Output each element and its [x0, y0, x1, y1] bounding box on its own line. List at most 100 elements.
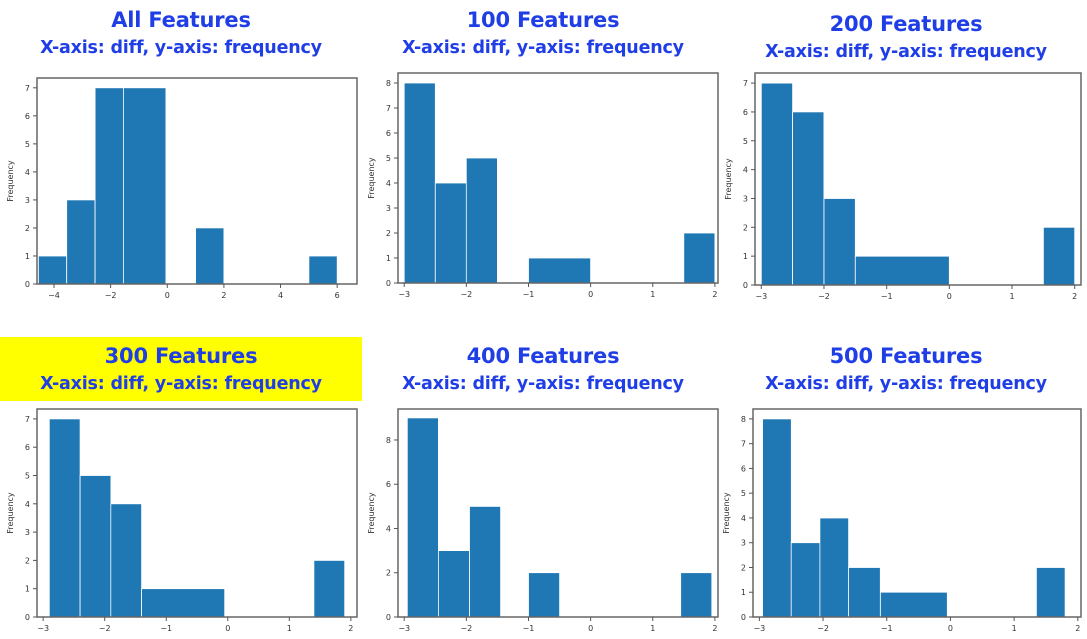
y-tick-label: 3	[386, 204, 391, 213]
chart-subtitle: X-axis: diff, y-axis: frequency	[765, 374, 1047, 394]
y-tick-label: 4	[743, 166, 748, 175]
y-tick-label: 2	[386, 569, 391, 578]
chart-title: All Features	[111, 8, 251, 32]
x-tick-label: 4	[278, 291, 283, 300]
histogram-bar	[848, 567, 881, 618]
y-tick-label: 1	[741, 588, 746, 597]
y-tick-label: 1	[386, 254, 391, 263]
x-tick-label: −3	[398, 624, 410, 633]
y-tick-label: 8	[386, 79, 391, 88]
x-tick-label: −2	[105, 291, 117, 300]
panel-300-features: 300 Features X-axis: diff, y-axis: frequ…	[0, 320, 362, 639]
x-tick-label: −1	[881, 292, 893, 301]
histogram-bar	[438, 550, 470, 618]
x-tick-label: −2	[460, 290, 472, 299]
y-tick-label: 3	[25, 196, 30, 205]
histogram-200-features: 0 1 2 3 4 5 6 7 −3 −2 −1 0 1 2 Frequency	[724, 72, 1082, 301]
x-tick-label: 0	[165, 291, 170, 300]
histogram-all-features: 0 1 2 3 4 5 6 7 −4 −2 0 2 4 6 Frequency	[6, 77, 358, 300]
histogram-bar	[465, 157, 498, 284]
histogram-100-features: 0 1 2 3 4 5 6 7 8 −3 −2 −1 0 1 2 Frequency	[367, 72, 719, 299]
panel-500-features: 500 Features X-axis: diff, y-axis: frequ…	[725, 320, 1087, 639]
histogram-bar	[1042, 226, 1076, 286]
chart-title: 200 Features	[829, 12, 983, 36]
y-tick-label: 0	[386, 279, 391, 288]
chart-subtitle: X-axis: diff, y-axis: frequency	[402, 38, 684, 58]
histogram-bar	[680, 572, 713, 618]
x-tick-label: −2	[818, 292, 830, 301]
y-axis-label: Frequency	[367, 492, 376, 534]
histogram-bar	[760, 82, 793, 286]
y-tick-label: 1	[743, 252, 748, 261]
x-tick-label: −1	[523, 290, 535, 299]
histogram-bar	[66, 199, 96, 285]
x-tick-label: 2	[1075, 624, 1080, 633]
histogram-bar	[854, 255, 950, 286]
histogram-400-features: 0 2 4 6 8 −3 −2 −1 0 1 2 Frequency	[367, 408, 719, 633]
y-tick-label: 7	[25, 84, 30, 93]
histogram-bar	[790, 542, 821, 618]
y-tick-label: 0	[25, 613, 30, 622]
y-tick-label: 3	[741, 539, 746, 548]
chart-subtitle: X-axis: diff, y-axis: frequency	[40, 374, 322, 394]
y-tick-label: 2	[25, 556, 30, 565]
y-tick-label: 0	[386, 613, 391, 622]
x-tick-label: −1	[523, 624, 535, 633]
x-tick-label: −2	[817, 624, 829, 633]
histogram-bar	[528, 572, 561, 618]
plot-frame	[36, 408, 358, 618]
y-tick-label: 6	[743, 108, 748, 117]
histogram-bar	[819, 517, 850, 618]
x-tick-label: 0	[588, 624, 593, 633]
x-tick-label: −3	[755, 292, 767, 301]
y-tick-label: 3	[743, 194, 748, 203]
histogram-bar	[123, 87, 167, 285]
x-tick-label: 1	[1009, 292, 1014, 301]
chart-title: 300 Features	[104, 344, 258, 368]
y-tick-label: 5	[386, 154, 391, 163]
x-tick-label: 2	[1072, 292, 1077, 301]
y-tick-label: 7	[25, 415, 30, 424]
histogram-bar	[48, 418, 81, 618]
y-tick-label: 6	[25, 112, 30, 121]
histogram-bar	[308, 255, 338, 285]
y-tick-label: 6	[386, 480, 391, 489]
y-axis-label: Frequency	[6, 160, 15, 202]
y-tick-label: 2	[743, 223, 748, 232]
y-tick-label: 4	[741, 514, 746, 523]
histogram-bar	[792, 111, 825, 286]
y-axis-label: Frequency	[724, 158, 733, 200]
chart-subtitle: X-axis: diff, y-axis: frequency	[765, 42, 1047, 62]
y-tick-label: 8	[741, 415, 746, 424]
y-tick-label: 0	[25, 280, 30, 289]
histogram-bar	[141, 588, 226, 618]
histogram-bar	[403, 82, 436, 284]
histogram-300-features: 0 1 2 3 4 5 6 7 −3 −2 −1 0 1 2 Frequency	[6, 408, 358, 633]
y-axis-label: Frequency	[6, 492, 15, 534]
x-tick-label: 0	[948, 624, 953, 633]
chart-subtitle: X-axis: diff, y-axis: frequency	[40, 38, 322, 58]
x-tick-label: 0	[588, 290, 593, 299]
panel-all-features: All Features X-axis: diff, y-axis: frequ…	[0, 0, 362, 320]
y-tick-label: 2	[25, 224, 30, 233]
y-tick-label: 7	[741, 440, 746, 449]
chart-title: 100 Features	[466, 8, 620, 32]
histogram-bar	[94, 87, 124, 285]
plot-frame	[754, 72, 1082, 286]
y-tick-label: 1	[25, 585, 30, 594]
chart-subtitle: X-axis: diff, y-axis: frequency	[402, 374, 684, 394]
x-tick-label: 1	[650, 624, 655, 633]
y-axis-label: Frequency	[367, 157, 376, 199]
x-tick-label: −4	[48, 291, 60, 300]
x-tick-label: 2	[712, 290, 717, 299]
plot-frame	[36, 77, 358, 285]
plot-frame	[397, 72, 719, 284]
histogram-bar	[879, 591, 948, 618]
x-tick-label: −2	[460, 624, 472, 633]
y-tick-label: 5	[25, 472, 30, 481]
x-tick-label: −1	[160, 624, 172, 633]
x-tick-label: −3	[37, 624, 49, 633]
x-tick-label: 6	[335, 291, 340, 300]
x-tick-label: −3	[398, 290, 410, 299]
histogram-bar	[762, 418, 792, 618]
